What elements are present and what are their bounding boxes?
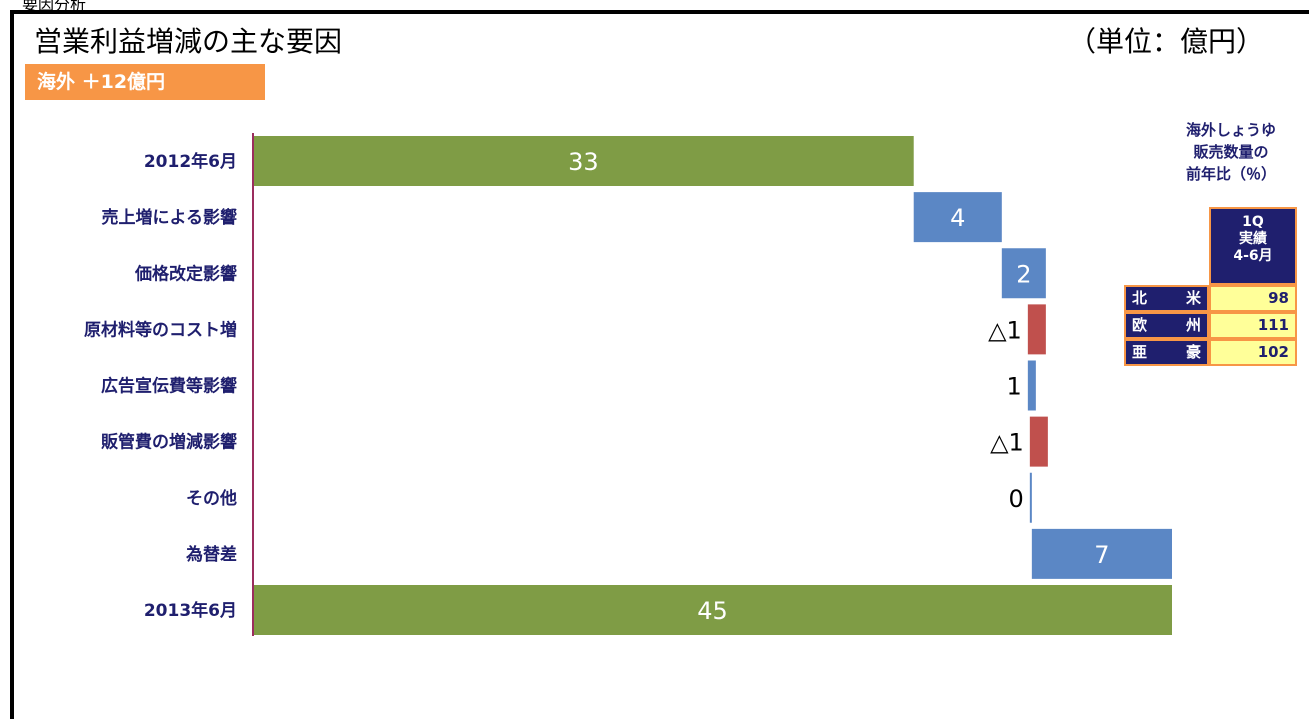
side-table-header-line: 4-6月 (1233, 248, 1273, 264)
total-bar (253, 136, 914, 186)
page-title: 営業利益増減の主な要因 (34, 25, 343, 58)
data-label: 2 (1016, 260, 1031, 288)
side-table-header: 1Q 実績 4-6月 (1209, 207, 1297, 285)
category-label: その他 (186, 488, 237, 509)
decrease-bar (1027, 304, 1046, 355)
data-label: 33 (568, 148, 599, 176)
data-label: 0 (1009, 485, 1024, 513)
region-char: 北 (1132, 289, 1148, 307)
data-label: 1 (1007, 373, 1022, 401)
decrease-bar (1029, 416, 1048, 467)
side-table-title: 海外しょうゆ 販売数量の 前年比（％） (1166, 119, 1296, 185)
increase-bar (1029, 472, 1032, 523)
region-char: 豪 (1185, 343, 1201, 361)
increase-bar (1031, 528, 1172, 579)
region-cell: 北 米 (1124, 285, 1209, 312)
region-char: 欧 (1132, 316, 1148, 334)
side-table-header-line: 1Q (1242, 214, 1264, 230)
side-table-title-line: 販売数量の (1193, 143, 1269, 161)
category-label: 広告宣伝費等影響 (101, 376, 237, 397)
side-table-title-line: 前年比（％） (1185, 165, 1276, 183)
category-label: 為替差 (186, 544, 237, 565)
unit-label: （単位：億円） (1068, 25, 1265, 58)
region-char: 州 (1185, 316, 1201, 334)
region-cell: 欧 州 (1124, 312, 1209, 339)
data-label: 7 (1094, 541, 1109, 569)
category-label: 2013年6月 (144, 600, 237, 621)
side-table-header-line: 実績 (1239, 231, 1267, 247)
category-label: 販管費の増減影響 (101, 432, 237, 453)
data-label: △1 (988, 316, 1022, 344)
overseas-total-badge: 海外 ＋12億円 (25, 64, 265, 100)
value-cell: 111 (1209, 312, 1297, 339)
value-cell: 98 (1209, 285, 1297, 312)
total-bar (253, 585, 1172, 635)
data-label: △1 (990, 429, 1024, 457)
data-label: 45 (697, 597, 728, 625)
increase-bar (913, 192, 1002, 243)
category-label: 原材料等のコスト増 (84, 319, 237, 340)
region-char: 米 (1185, 289, 1201, 307)
category-label: 売上増による影響 (102, 207, 238, 228)
increase-bar (1027, 360, 1036, 411)
category-label: 価格改定影響 (134, 263, 237, 284)
data-label: 4 (950, 204, 965, 232)
region-cell: 亜 豪 (1124, 339, 1209, 366)
increase-bar (1001, 248, 1046, 299)
value-cell: 102 (1209, 339, 1297, 366)
category-label: 2012年6月 (144, 151, 237, 172)
region-char: 亜 (1132, 343, 1148, 361)
side-table-title-line: 海外しょうゆ (1185, 121, 1276, 139)
